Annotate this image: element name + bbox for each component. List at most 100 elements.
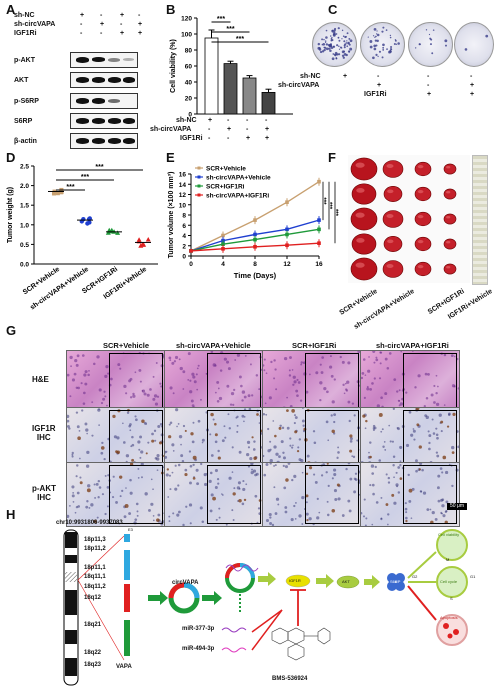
nucleus (250, 463, 254, 466)
colony (390, 48, 393, 51)
tumor-highlight (356, 238, 365, 243)
nucleus (242, 480, 245, 483)
nucleus (282, 464, 285, 467)
stained-cell (286, 409, 289, 413)
panel-label-d: D (6, 150, 16, 165)
tumor (414, 261, 432, 277)
nucleus (77, 505, 81, 508)
band-label: 18p11,1 (84, 564, 106, 571)
colony (444, 39, 448, 43)
nucleus (181, 460, 185, 463)
nucleus (265, 518, 270, 523)
nucleus (274, 464, 277, 467)
nucleus (273, 464, 275, 467)
nucleus (129, 491, 133, 495)
nucleus (347, 400, 351, 404)
row-label-pakt: p-AKT IHC (32, 484, 56, 502)
zoom-inset (305, 410, 359, 469)
nucleus (393, 476, 395, 479)
nucleus (132, 392, 135, 396)
x-axis-label: Time (Days) (234, 271, 277, 280)
nucleus (137, 476, 140, 479)
nucleus (380, 496, 383, 499)
tumor-highlight (386, 264, 394, 268)
nucleus (79, 476, 82, 479)
nucleus (136, 514, 139, 517)
colony (345, 42, 348, 44)
nucleus (330, 374, 334, 378)
legend-label: sh-circVAPA+IGF1Ri (206, 193, 269, 200)
y-tick-label: 0.5 (20, 242, 29, 249)
cond-label: sh-circVAPA (278, 82, 320, 89)
nucleus (346, 380, 350, 384)
colony (390, 45, 393, 49)
nucleus (123, 441, 126, 444)
nucleus (413, 438, 416, 441)
cell-texture (263, 463, 361, 526)
nucleus (411, 487, 415, 491)
colony (343, 46, 346, 49)
nucleus (93, 362, 96, 366)
nucleus (119, 495, 122, 498)
nucleus (138, 448, 141, 451)
nucleus (214, 364, 217, 367)
nucleus (435, 392, 438, 395)
nucleus (75, 363, 79, 367)
nucleus (138, 368, 142, 372)
colony (346, 45, 349, 48)
nucleus (380, 430, 383, 433)
tumor (382, 260, 404, 278)
y-tick-label: 100 (181, 32, 192, 39)
nucleus (314, 480, 318, 484)
nucleus (441, 504, 445, 508)
nucleus (349, 437, 353, 441)
nucleus (86, 450, 90, 455)
colony (348, 37, 351, 40)
nucleus (279, 424, 282, 428)
nucleus (123, 384, 127, 389)
nucleus (228, 427, 231, 430)
nucleus (177, 484, 180, 487)
nucleus (313, 473, 316, 476)
cell-texture (165, 463, 262, 526)
y-tick-label: 2.0 (20, 183, 29, 190)
s6rp-label: S6RP (390, 579, 401, 584)
nucleus (200, 463, 203, 466)
nucleus (353, 490, 357, 494)
nucleus (192, 463, 195, 467)
nucleus (131, 435, 134, 439)
blot-p-akt (70, 52, 138, 68)
nucleus (184, 468, 188, 472)
nucleus (143, 421, 147, 425)
stained-cell (217, 456, 221, 460)
nucleus (88, 506, 91, 509)
nucleus (333, 472, 337, 477)
nucleus (210, 454, 214, 457)
nucleus (154, 402, 159, 406)
tumor-highlight (356, 188, 365, 193)
nucleus (275, 497, 280, 501)
nucleus (101, 441, 104, 445)
colony (317, 42, 321, 46)
nucleus (238, 450, 242, 454)
colony (372, 56, 375, 60)
nucleus (361, 376, 364, 380)
band-label: 18q11,1 (84, 574, 106, 581)
nucleus (321, 356, 325, 359)
m-label: M (446, 557, 450, 562)
colony (349, 47, 353, 51)
colony (335, 57, 338, 60)
colony (346, 32, 349, 35)
nucleus (134, 415, 137, 418)
stained-cell (141, 419, 145, 423)
nucleus (445, 470, 449, 475)
stained-cell (451, 451, 455, 454)
row-label-he: H&E (32, 375, 49, 384)
nucleus (113, 435, 117, 439)
data-point (105, 230, 111, 235)
stained-cell (119, 475, 123, 479)
stained-cell (362, 414, 366, 418)
nucleus (189, 481, 192, 485)
nucleus (174, 464, 177, 467)
colony (324, 40, 327, 42)
